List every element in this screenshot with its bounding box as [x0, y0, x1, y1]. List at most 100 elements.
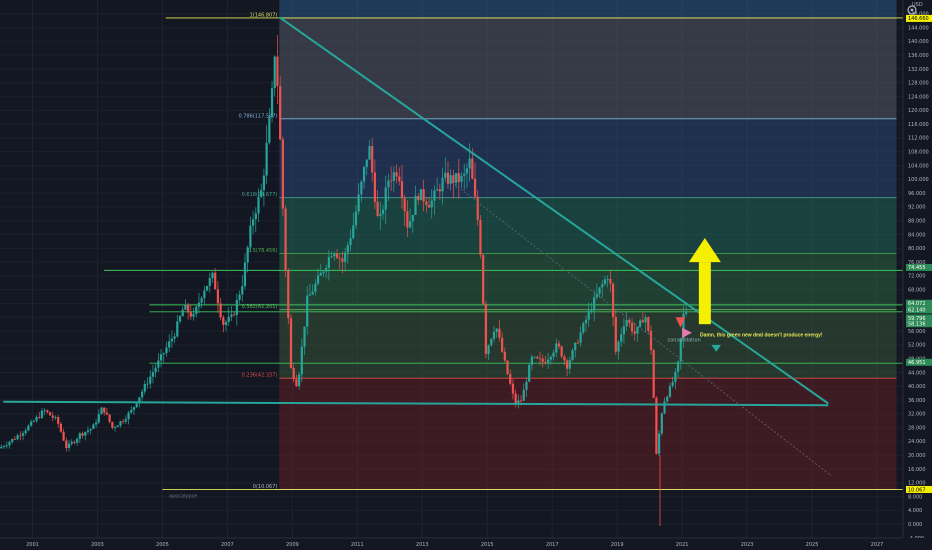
candle-body [587, 310, 590, 320]
y-tick-label: 36.000 [908, 398, 926, 404]
fib-label: 0(10.067) [253, 484, 278, 490]
candle-body [503, 351, 506, 361]
x-tick-label: 2023 [741, 542, 754, 548]
candle-body [227, 316, 230, 322]
fib-zones: 1(146.807) 0.786(117.547) 0.618(94.677) 0.5… [162, 0, 903, 490]
candle-body [94, 422, 98, 425]
candle-body [346, 245, 349, 253]
candle-body [108, 414, 111, 422]
candle-body [406, 211, 409, 228]
candle-body [417, 196, 420, 200]
candle-body [281, 139, 284, 209]
candle-body [568, 360, 571, 369]
candle-body [235, 299, 238, 316]
candle-body [636, 326, 639, 334]
candle-body [625, 319, 628, 327]
candle-body [265, 142, 268, 176]
candle-body [127, 412, 130, 420]
candle-body [289, 318, 293, 369]
y-tick-label: 144.000 [908, 25, 929, 31]
fib-label: 1(146.807) [250, 12, 278, 18]
price-label: 74.455 [908, 265, 926, 271]
candle-body [468, 158, 471, 169]
candle-body [576, 342, 580, 344]
candle-body [457, 173, 460, 182]
y-tick-label: 88.000 [908, 219, 926, 225]
price-label-tag [906, 314, 932, 322]
candle-body [330, 256, 333, 258]
candle-body [89, 428, 92, 431]
candle-body [398, 176, 401, 182]
y-tick-label: 40.000 [908, 384, 926, 390]
candle-body [279, 86, 282, 140]
candle-body [298, 374, 301, 387]
candle-body [159, 354, 163, 361]
candle-body [62, 431, 65, 441]
candle-body [327, 257, 330, 268]
price-axis-bg [903, 0, 932, 550]
candle-body [476, 196, 479, 220]
candle-body [538, 358, 542, 360]
candle-body [200, 298, 203, 303]
candle-body [633, 331, 636, 334]
small-up-icon [711, 344, 722, 352]
candle-body [146, 383, 149, 385]
candle-body [257, 196, 260, 214]
candle-body [620, 334, 623, 342]
gear-icon[interactable] [907, 5, 917, 15]
price-label: 58.136 [908, 322, 926, 328]
candle-body [606, 278, 609, 280]
candle-body [639, 320, 642, 327]
candle-body [649, 330, 653, 351]
y-tick-label: 84.000 [908, 232, 926, 238]
candle-body [333, 253, 336, 257]
price-label-tag [906, 320, 932, 328]
candle-body [463, 173, 466, 176]
candle-body [192, 313, 195, 317]
time-axis[interactable]: 2001 2003 2005 2007 2009 2011 2013 2015 2017 2019… [0, 537, 932, 550]
candle-body [368, 146, 371, 160]
candle-body [111, 421, 114, 428]
y-tick-label: 96.000 [908, 191, 926, 197]
candle-body [162, 353, 165, 355]
y-tick-label: 8.000 [908, 494, 922, 500]
candle-body [322, 271, 325, 273]
candle-body [473, 178, 477, 197]
candle-body [143, 384, 146, 392]
candle-body [135, 403, 138, 408]
candle-body [73, 441, 76, 443]
y-tick-label: 72.000 [908, 274, 926, 280]
trend-lines[interactable] [3, 16, 832, 477]
candle-body [46, 410, 49, 413]
candle-body [197, 302, 201, 307]
candle-body [205, 285, 209, 291]
candle-body [11, 438, 14, 442]
fib-label: 0.5(78.456) [248, 248, 277, 254]
candle-body [211, 272, 214, 279]
x-tick-label: 2001 [26, 542, 39, 548]
y-tick-label: 92.000 [908, 205, 926, 211]
candle-body [344, 252, 347, 262]
candle-body [384, 187, 387, 210]
price-label: 59.796 [908, 316, 926, 322]
candle-body [441, 177, 444, 192]
candle-body [647, 317, 650, 331]
candle-body [189, 312, 192, 317]
candle-body [655, 397, 658, 454]
candle-body [241, 286, 244, 295]
candle-body [314, 283, 317, 292]
candle-body [292, 368, 295, 380]
candle-body [360, 181, 363, 195]
candle-body [487, 345, 490, 355]
candle-body [124, 419, 127, 422]
candle-body [590, 310, 593, 312]
fib-label: 0.236(42.337) [242, 373, 278, 379]
candle-body [528, 364, 531, 382]
candle-body [668, 386, 672, 397]
candle-body [119, 421, 122, 426]
candle-body [51, 415, 54, 418]
candle-body [92, 424, 95, 429]
candle-body [362, 167, 366, 182]
price-axis[interactable]: -4.0000.0004.0008.00012.00016.00020.0002… [902, 0, 932, 550]
